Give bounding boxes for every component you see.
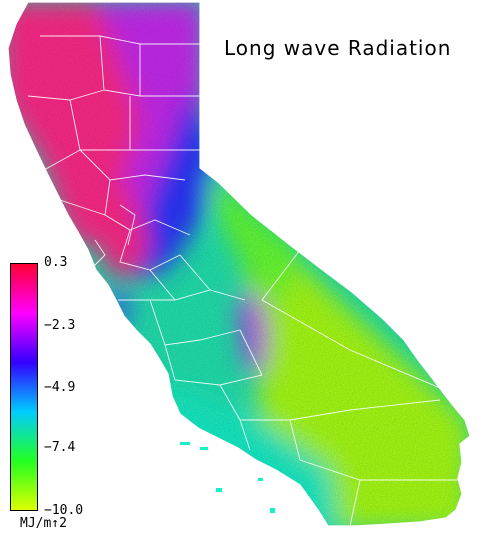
legend-tick-label: −10.0	[44, 503, 84, 518]
channel-islands	[180, 442, 275, 513]
legend-tick-label: 0.3	[44, 255, 68, 270]
legend-tick-label: −4.9	[44, 380, 76, 396]
legend-colorbar	[10, 263, 38, 511]
legend-tick-label: −2.3	[44, 317, 76, 333]
legend-tick-label: −7.4	[44, 440, 76, 456]
legend-units: MJ/m↑2	[20, 516, 67, 531]
map-title: Long wave Radiation	[224, 36, 452, 60]
county-boundaries	[27, 35, 462, 527]
